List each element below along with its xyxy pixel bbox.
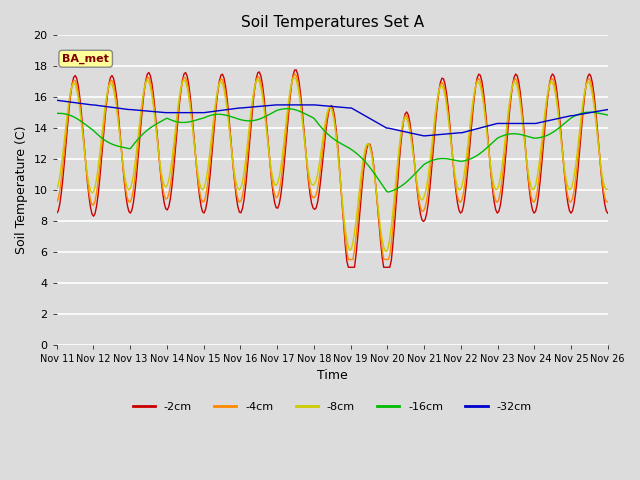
X-axis label: Time: Time	[317, 369, 348, 382]
Y-axis label: Soil Temperature (C): Soil Temperature (C)	[15, 126, 28, 254]
Text: BA_met: BA_met	[62, 54, 109, 64]
Title: Soil Temperatures Set A: Soil Temperatures Set A	[241, 15, 424, 30]
Legend: -2cm, -4cm, -8cm, -16cm, -32cm: -2cm, -4cm, -8cm, -16cm, -32cm	[128, 397, 536, 416]
